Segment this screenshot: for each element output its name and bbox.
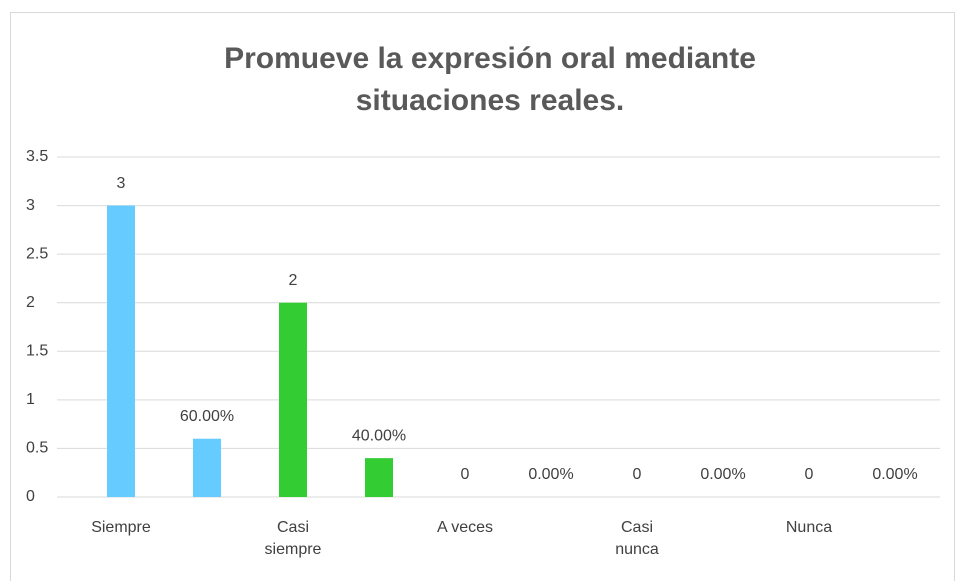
x-tick-label: A veces xyxy=(436,519,494,536)
bar xyxy=(107,205,135,498)
chart-title: Promueve la expresión oral mediante situ… xyxy=(224,42,756,117)
data-label: 0.00% xyxy=(700,466,745,483)
x-tick-label: Casi siempre xyxy=(264,519,322,558)
y-tick-label: 2.5 xyxy=(26,245,48,262)
bar xyxy=(365,458,393,497)
chart-border xyxy=(10,12,955,581)
data-label: 0.00% xyxy=(528,466,573,483)
data-label: 2 xyxy=(289,272,298,289)
x-tick-label: Siempre xyxy=(91,519,151,536)
y-tick-label: 1 xyxy=(26,391,35,408)
data-label: 0 xyxy=(461,466,470,483)
x-tick-label: Nunca xyxy=(785,519,833,536)
y-tick-label: 0.5 xyxy=(26,440,48,457)
data-label: 60.00% xyxy=(180,408,234,425)
y-tick-label: 3 xyxy=(26,197,35,214)
data-label: 0 xyxy=(805,466,814,483)
data-label: 0.00% xyxy=(872,466,917,483)
x-tick-label: Casi nunca xyxy=(615,519,659,558)
y-tick-label: 1.5 xyxy=(26,343,48,360)
data-label: 40.00% xyxy=(352,427,406,444)
data-label: 3 xyxy=(117,175,126,192)
y-tick-label: 2 xyxy=(26,294,35,311)
y-tick-label: 0 xyxy=(26,488,35,505)
bar xyxy=(279,302,307,497)
y-tick-label: 3.5 xyxy=(26,148,48,165)
data-label: 0 xyxy=(633,466,642,483)
bar xyxy=(193,438,221,497)
